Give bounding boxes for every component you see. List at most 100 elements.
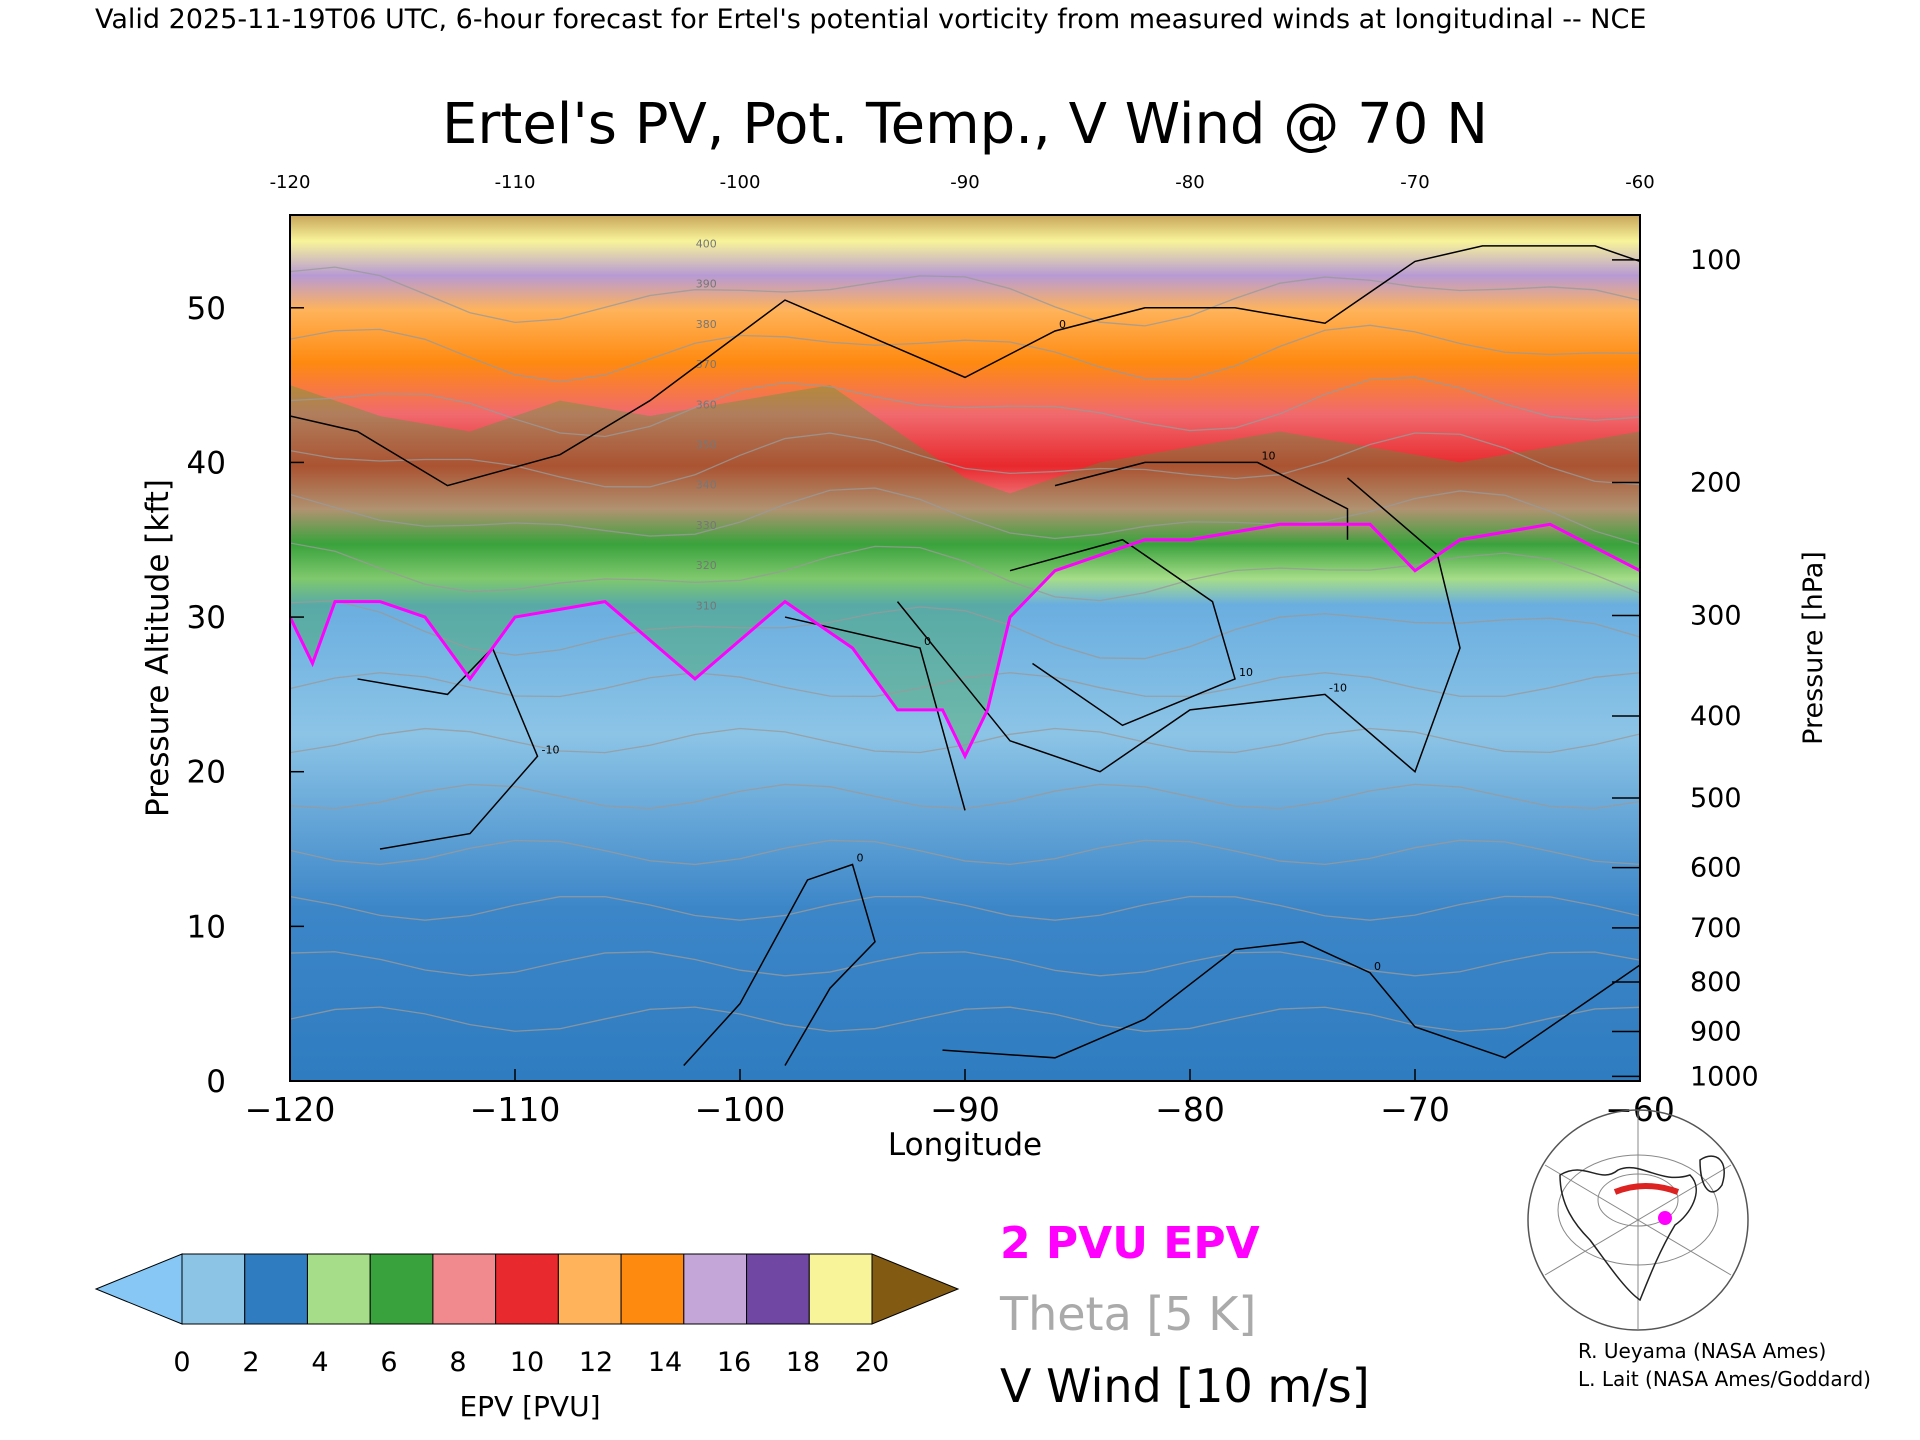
pressure-tick-label: 100 xyxy=(1690,245,1742,276)
colorbar-tick-label: 10 xyxy=(510,1347,544,1378)
map-meridian xyxy=(1544,1164,1732,1276)
colorbar-tick-label: 0 xyxy=(173,1347,190,1378)
colorbar-under-triangle xyxy=(94,1253,183,1325)
theta-isentrope xyxy=(290,432,1640,488)
colorbar-swatch xyxy=(557,1253,622,1325)
v-wind-contour xyxy=(942,941,1640,1059)
pressure-tick-label: 300 xyxy=(1690,601,1742,632)
colorbar-swatch xyxy=(620,1253,685,1325)
chart-title: Ertel's PV, Pot. Temp., V Wind @ 70 N xyxy=(442,92,1488,157)
colorbar-tick-label: 2 xyxy=(242,1347,259,1378)
pressure-tick-label: 700 xyxy=(1690,913,1742,944)
colorbar-tick-label: 4 xyxy=(311,1347,328,1378)
v-wind-contour-label: 0 xyxy=(857,852,864,865)
theta-isentrope xyxy=(290,727,1640,754)
pressure-tick-label: 800 xyxy=(1690,967,1742,998)
y-tick-label: 50 xyxy=(187,291,226,327)
v-wind-contour-label: -10 xyxy=(542,743,560,756)
pressure-tick-label: 500 xyxy=(1690,783,1742,814)
theta-label: 310 xyxy=(696,599,717,612)
colorbar-swatch xyxy=(306,1253,371,1325)
colorbar-tick-label: 18 xyxy=(786,1347,820,1378)
map-location-marker xyxy=(1658,1211,1672,1225)
theta-isentrope xyxy=(290,839,1640,866)
v-wind-contour xyxy=(357,646,539,850)
colorbar-swatch xyxy=(746,1253,810,1325)
pressure-tick-label: 1000 xyxy=(1690,1061,1759,1092)
colorbar-tick-label: 8 xyxy=(449,1347,466,1378)
v-wind-contour-label: 0 xyxy=(1374,960,1381,973)
pressure-tick-label: 400 xyxy=(1690,701,1742,732)
x-axis-label: Longitude xyxy=(888,1127,1042,1163)
x-top-tick-label: -120 xyxy=(270,172,311,193)
colorbar-over-triangle xyxy=(871,1253,960,1325)
v-wind-contour xyxy=(896,477,1461,773)
colorbar-tick-label: 14 xyxy=(648,1347,682,1378)
x-top-tick-label: -60 xyxy=(1625,172,1654,193)
theta-label: 350 xyxy=(696,439,717,452)
theta-isentrope xyxy=(290,895,1640,921)
colorbar-swatch xyxy=(683,1253,748,1325)
colorbar-swatch xyxy=(495,1253,559,1325)
theta-label: 330 xyxy=(696,519,717,532)
x-top-tick-label: -100 xyxy=(720,172,761,193)
valid-time-header: Valid 2025-11-19T06 UTC, 6-hour forecast… xyxy=(95,4,1646,35)
pressure-tick-label: 900 xyxy=(1690,1017,1742,1048)
legend: 2 PVU EPV Theta [5 K] V Wind [10 m/s] xyxy=(999,1218,1370,1413)
v-wind-contour-label: 10 xyxy=(1239,666,1253,679)
v-wind-contour xyxy=(683,863,876,1067)
plot-area: 310 320 330 340 350 360 370 380 390 400 0 0 0 0 -10 -10… xyxy=(289,214,1641,1082)
x-tick-label: −120 xyxy=(245,1090,336,1129)
map-coastline xyxy=(1559,1166,1697,1302)
theta-isentrope xyxy=(290,376,1640,438)
theta-label: 390 xyxy=(696,278,717,291)
colorbar-swatch xyxy=(244,1253,308,1325)
y-tick-label: 40 xyxy=(187,445,226,481)
theta-isentrope xyxy=(290,324,1640,383)
v-wind-contour xyxy=(290,245,1640,487)
locator-map xyxy=(1527,1109,1749,1331)
y-axis-label-left: Pressure Altitude [kft] xyxy=(140,479,176,817)
colorbar-tick-label: 16 xyxy=(717,1347,751,1378)
theta-isentrope xyxy=(290,1006,1640,1033)
y-axis-label-right: Pressure [hPa] xyxy=(1798,551,1829,745)
theta-label: 360 xyxy=(696,398,717,411)
x-tick-label: −110 xyxy=(470,1090,561,1129)
x-top-tick-label: -90 xyxy=(950,172,979,193)
pv-2pvu-contour xyxy=(290,522,1640,760)
x-tick-label: −100 xyxy=(695,1090,786,1129)
map-cross-section-track xyxy=(1613,1183,1680,1195)
v-wind-contour xyxy=(1009,538,1236,727)
y-tick-label: 20 xyxy=(187,755,226,791)
credit-line-2: L. Lait (NASA Ames/Goddard) xyxy=(1578,1367,1871,1391)
pressure-tick-label: 200 xyxy=(1690,468,1742,499)
x-top-tick-label: -110 xyxy=(495,172,536,193)
legend-pv: 2 PVU EPV xyxy=(1000,1218,1260,1269)
legend-theta: Theta [5 K] xyxy=(999,1287,1256,1341)
colorbar-swatch xyxy=(432,1253,497,1325)
colorbar-tick-label: 6 xyxy=(380,1347,397,1378)
theta-label: 380 xyxy=(696,318,717,331)
theta-isentrope xyxy=(290,672,1640,698)
theta-isentrope xyxy=(290,600,1640,660)
colorbar: 0 2 4 6 8 10 12 14 16 18 20 xyxy=(94,1253,960,1378)
colorbar-label: EPV [PVU] xyxy=(459,1390,600,1423)
y-tick-label: 0 xyxy=(206,1064,226,1100)
x-top-tick-label: -70 xyxy=(1400,172,1429,193)
x-top-tick-label: -80 xyxy=(1175,172,1204,193)
colorbar-tick-label: 20 xyxy=(855,1347,889,1378)
theta-isentrope xyxy=(290,951,1640,977)
y-tick-label: 30 xyxy=(187,600,226,636)
theta-isentrope xyxy=(290,487,1640,546)
x-tick-label: −70 xyxy=(1380,1090,1450,1129)
v-wind-contour-label: -10 xyxy=(1329,681,1347,694)
colorbar-swatch xyxy=(369,1253,434,1325)
x-tick-label: −90 xyxy=(930,1090,1000,1129)
v-wind-contour-label: 0 xyxy=(924,635,931,648)
colorbar-tick-label: 12 xyxy=(579,1347,613,1378)
stratosphere-band xyxy=(290,385,1640,757)
pressure-tick-label: 600 xyxy=(1690,853,1742,884)
theta-label: 340 xyxy=(696,479,717,492)
colorbar-swatch xyxy=(181,1253,246,1325)
epv-field-background xyxy=(290,215,1640,1081)
